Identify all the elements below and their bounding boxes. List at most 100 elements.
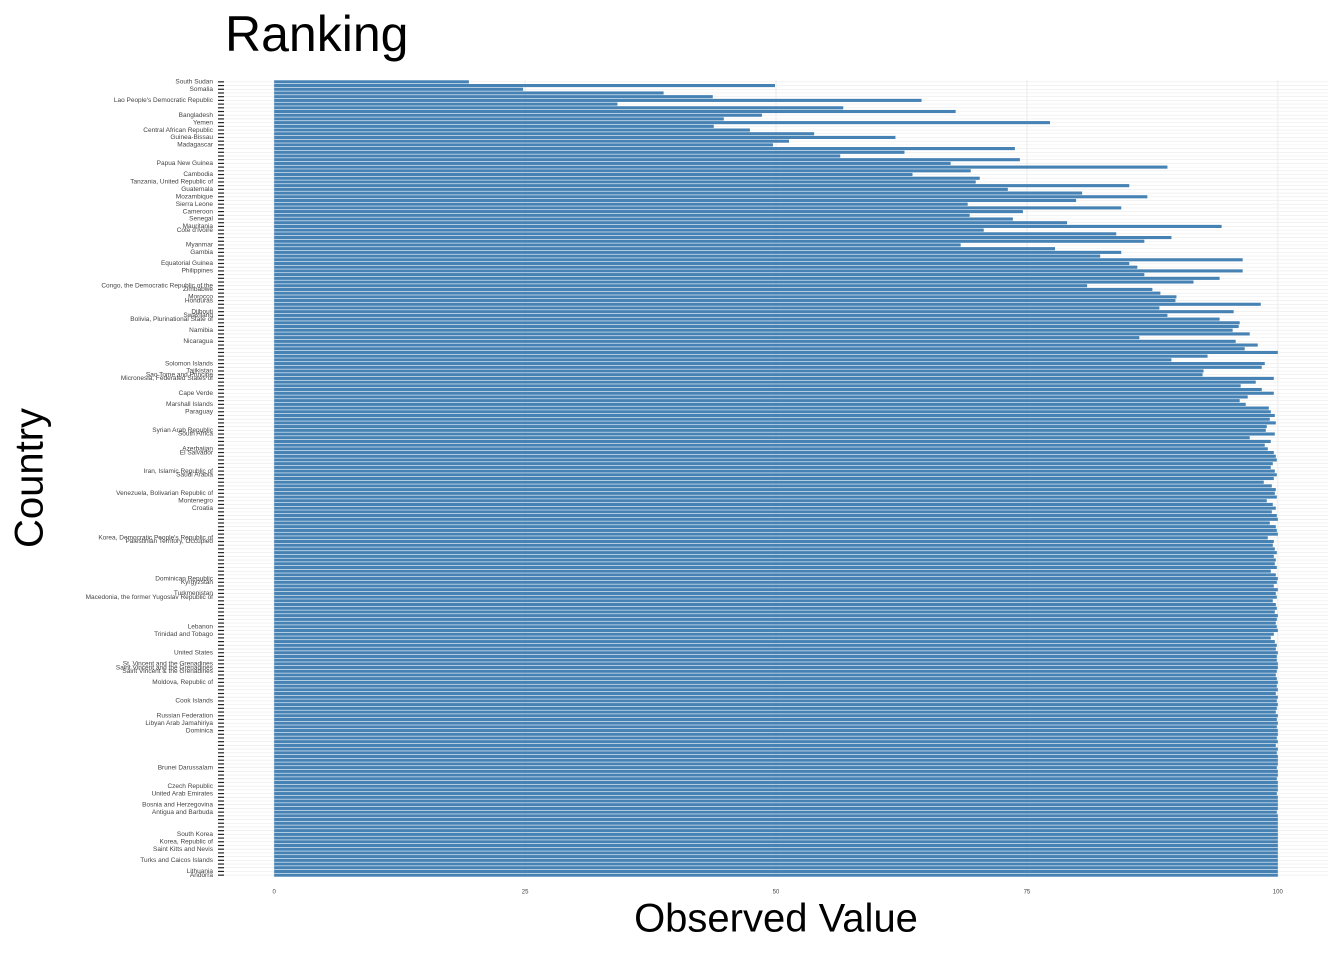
bar	[274, 602, 1276, 607]
bar	[274, 558, 1276, 562]
bar	[274, 729, 1278, 733]
y-tick-label: United Arab Emirates	[152, 790, 214, 797]
bar	[274, 714, 1278, 718]
bar	[274, 287, 1153, 292]
y-tick-label: Syrian Arab Republic	[152, 427, 213, 434]
bar	[274, 614, 1278, 618]
bar	[274, 454, 1276, 458]
bar	[274, 458, 1277, 462]
y-tick-label: Saint Vincent & the Grenadines	[122, 668, 213, 675]
bar	[274, 855, 1278, 859]
bar	[274, 565, 1277, 570]
bar	[274, 866, 1278, 870]
bar	[274, 180, 976, 184]
y-tick-label: Equatorial Guinea	[161, 260, 213, 267]
bar	[274, 417, 1270, 421]
bar	[274, 365, 1262, 369]
y-tick-label: Morocco	[188, 294, 213, 301]
bar	[274, 584, 1274, 588]
y-tick-label: Cape Verde	[179, 390, 214, 397]
bar	[274, 754, 1278, 759]
y-tick-label: Lebanon	[188, 623, 214, 630]
y-tick-label: Marshall Islands	[166, 401, 214, 408]
bar	[274, 706, 1277, 710]
y-tick-label: Lithuania	[187, 868, 214, 875]
bar	[274, 347, 1245, 351]
bar	[274, 606, 1277, 610]
bar	[274, 780, 1278, 785]
bar	[274, 539, 1274, 544]
bar	[274, 172, 913, 177]
bar	[274, 473, 1277, 477]
bar	[274, 128, 750, 132]
bar	[274, 743, 1276, 747]
y-tick-label: Palestinian Territory, Occupied	[125, 538, 213, 545]
bar	[274, 747, 1278, 751]
bar	[274, 154, 841, 158]
bar	[274, 91, 664, 95]
bar	[274, 117, 724, 121]
bar	[274, 651, 1278, 655]
y-tick-label: Cook Islands	[175, 698, 213, 705]
bar	[274, 358, 1172, 362]
bar	[274, 480, 1264, 484]
bar	[274, 717, 1277, 722]
bar	[274, 669, 1277, 673]
y-tick-label: Micronesia, Federated States of	[121, 375, 213, 382]
y-tick-label: Philippines	[182, 268, 214, 275]
y-tick-label: Mozambique	[176, 193, 214, 200]
bar	[274, 873, 1278, 877]
y-tick-label: Lao People's Democratic Republic	[114, 97, 214, 104]
bar	[274, 250, 1122, 254]
bar	[274, 332, 1250, 336]
bar	[274, 439, 1271, 443]
bar	[274, 362, 1265, 366]
bar	[274, 543, 1273, 547]
y-tick-label: Myanmar	[186, 242, 214, 249]
bar	[274, 751, 1277, 755]
y-tick-label: Bolivia, Plurinational State of	[130, 316, 213, 323]
y-tick-label: Bangladesh	[179, 112, 214, 119]
bar	[274, 532, 1278, 536]
bar	[274, 725, 1277, 729]
bar	[274, 736, 1277, 740]
bar	[274, 106, 844, 110]
bar	[274, 799, 1278, 803]
bar	[274, 562, 1275, 566]
bar	[274, 710, 1276, 714]
x-tick-label: 50	[773, 890, 780, 896]
bar	[274, 143, 773, 147]
bar	[274, 773, 1278, 777]
bar	[274, 321, 1240, 325]
bar	[274, 680, 1278, 684]
bar	[274, 124, 714, 128]
bar	[274, 599, 1273, 603]
y-tick-label: United States	[174, 649, 214, 656]
y-tick-label: Azerbaijan	[182, 446, 213, 453]
y-tick-label: Guinea-Bissau	[170, 134, 213, 141]
bar	[274, 432, 1275, 436]
bar	[274, 832, 1278, 836]
bar	[274, 276, 1220, 280]
bar	[274, 703, 1278, 707]
bar	[274, 588, 1278, 592]
bar	[274, 413, 1275, 418]
bar	[274, 810, 1277, 814]
bar	[274, 769, 1278, 773]
bar	[274, 336, 1140, 340]
bar	[274, 795, 1278, 799]
bar	[274, 476, 1274, 481]
y-tick-label: Andorra	[190, 872, 214, 879]
bar	[274, 636, 1271, 640]
bar	[274, 695, 1278, 699]
bar	[274, 836, 1278, 840]
bar	[274, 380, 1256, 384]
x-axis-label: Observed Value	[634, 897, 918, 941]
y-tick-label: Dominica	[186, 727, 213, 734]
bar	[274, 640, 1275, 644]
y-tick-label: Congo, the Democratic Republic of the	[101, 282, 213, 289]
bar	[274, 373, 1203, 377]
bar	[274, 121, 1050, 125]
bar	[274, 402, 1246, 406]
